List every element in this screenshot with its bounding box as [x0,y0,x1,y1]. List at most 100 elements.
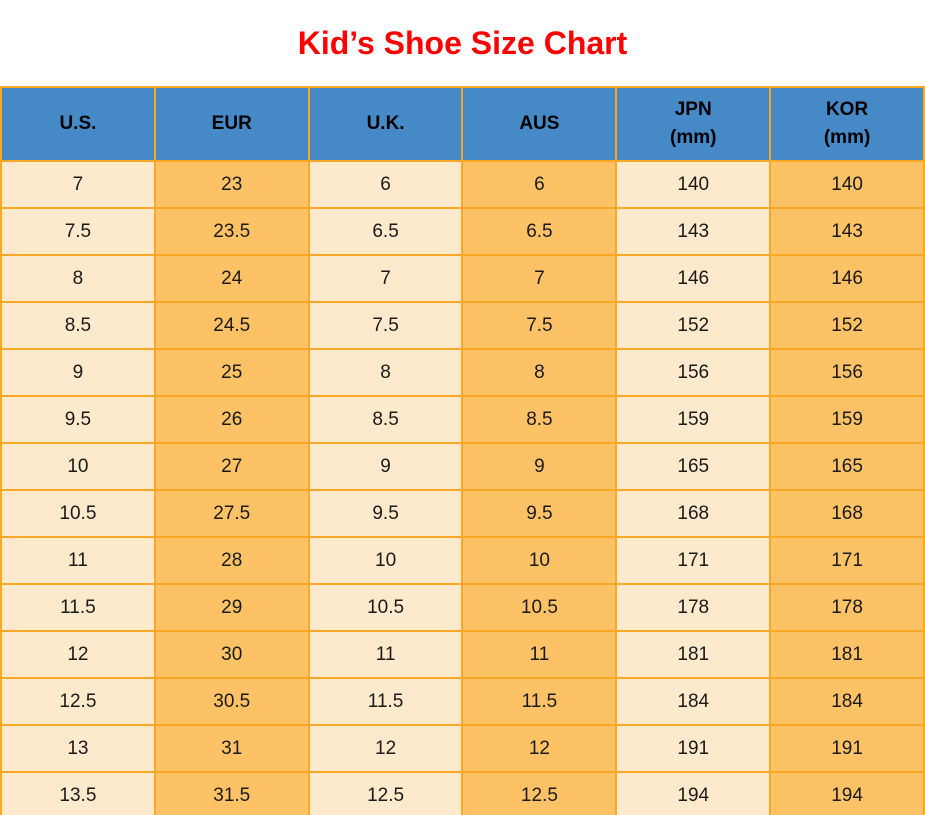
table-row: 9 25 8 8 156 156 [0,348,925,397]
table-row: 7.5 23.5 6.5 6.5 143 143 [0,207,925,256]
cell: 8.5 [0,301,156,350]
cell: 10.5 [307,583,464,632]
table-row: 12.5 30.5 11.5 11.5 184 184 [0,677,925,726]
cell: 12 [307,724,464,773]
cell: 7.5 [0,207,156,256]
cell: 168 [615,489,772,538]
cell: 8 [307,348,464,397]
table-row: 12 30 11 11 181 181 [0,630,925,679]
table-row: 10 27 9 9 165 165 [0,442,925,491]
table-row: 7 23 6 6 140 140 [0,160,925,209]
cell: 10 [307,536,464,585]
cell: 9 [307,442,464,491]
cell: 165 [769,442,925,491]
cell: 143 [615,207,772,256]
cell: 8.5 [461,395,618,444]
page-title: Kid’s Shoe Size Chart [297,24,628,61]
cell: 12.5 [0,677,156,726]
cell: 11.5 [307,677,464,726]
cell: 11 [461,630,618,679]
cell: 152 [769,301,925,350]
table-row: 11.5 29 10.5 10.5 178 178 [0,583,925,632]
cell: 30 [153,630,310,679]
cell: 168 [769,489,925,538]
cell: 152 [615,301,772,350]
cell: 27.5 [153,489,310,538]
table-row: 13 31 12 12 191 191 [0,724,925,773]
cell: 31.5 [153,771,310,815]
cell: 178 [769,583,925,632]
column-header: KOR (mm) [769,86,925,162]
table-row: 9.5 26 8.5 8.5 159 159 [0,395,925,444]
cell: 31 [153,724,310,773]
cell: 12.5 [461,771,618,815]
cell: 12 [0,630,156,679]
table-row: 10.5 27.5 9.5 9.5 168 168 [0,489,925,538]
cell: 7.5 [461,301,618,350]
cell: 27 [153,442,310,491]
cell: 29 [153,583,310,632]
cell: 143 [769,207,925,256]
cell: 140 [615,160,772,209]
cell: 26 [153,395,310,444]
cell: 7.5 [307,301,464,350]
cell: 10 [0,442,156,491]
shoe-size-table: U.S. EUR U.K. AUS JPN (mm) KOR (mm) 7 23 6 6 140 140… [0,86,925,815]
cell: 178 [615,583,772,632]
cell: 159 [615,395,772,444]
cell: 146 [615,254,772,303]
cell: 181 [615,630,772,679]
table-header-row: U.S. EUR U.K. AUS JPN (mm) KOR (mm) [0,86,925,162]
cell: 9.5 [0,395,156,444]
cell: 12 [461,724,618,773]
cell: 6 [461,160,618,209]
cell: 8 [461,348,618,397]
cell: 140 [769,160,925,209]
column-header: JPN (mm) [615,86,772,162]
cell: 6.5 [307,207,464,256]
cell: 7 [307,254,464,303]
cell: 12.5 [307,771,464,815]
cell: 171 [769,536,925,585]
cell: 10.5 [461,583,618,632]
cell: 9 [0,348,156,397]
cell: 6 [307,160,464,209]
cell: 11.5 [461,677,618,726]
header-row: U.S. EUR U.K. AUS JPN (mm) KOR (mm) [0,86,925,162]
cell: 165 [615,442,772,491]
column-header: U.S. [0,86,156,162]
table-row: 11 28 10 10 171 171 [0,536,925,585]
cell: 8 [0,254,156,303]
cell: 24 [153,254,310,303]
cell: 191 [615,724,772,773]
cell: 156 [615,348,772,397]
table-row: 13.5 31.5 12.5 12.5 194 194 [0,771,925,815]
cell: 25 [153,348,310,397]
table-row: 8 24 7 7 146 146 [0,254,925,303]
cell: 171 [615,536,772,585]
table-body: 7 23 6 6 140 140 7.5 23.5 6.5 6.5 143 143 8 24 7 7 146 14… [0,160,925,815]
cell: 184 [769,677,925,726]
cell: 156 [769,348,925,397]
cell: 10.5 [0,489,156,538]
cell: 23 [153,160,310,209]
cell: 184 [615,677,772,726]
cell: 194 [615,771,772,815]
cell: 9.5 [461,489,618,538]
title-bar: Kid’s Shoe Size Chart [0,0,925,86]
column-header: EUR [153,86,310,162]
cell: 9.5 [307,489,464,538]
cell: 159 [769,395,925,444]
column-header: U.K. [307,86,464,162]
cell: 6.5 [461,207,618,256]
table-row: 8.5 24.5 7.5 7.5 152 152 [0,301,925,350]
cell: 11 [307,630,464,679]
cell: 9 [461,442,618,491]
cell: 13.5 [0,771,156,815]
cell: 194 [769,771,925,815]
cell: 24.5 [153,301,310,350]
cell: 8.5 [307,395,464,444]
cell: 11.5 [0,583,156,632]
cell: 181 [769,630,925,679]
